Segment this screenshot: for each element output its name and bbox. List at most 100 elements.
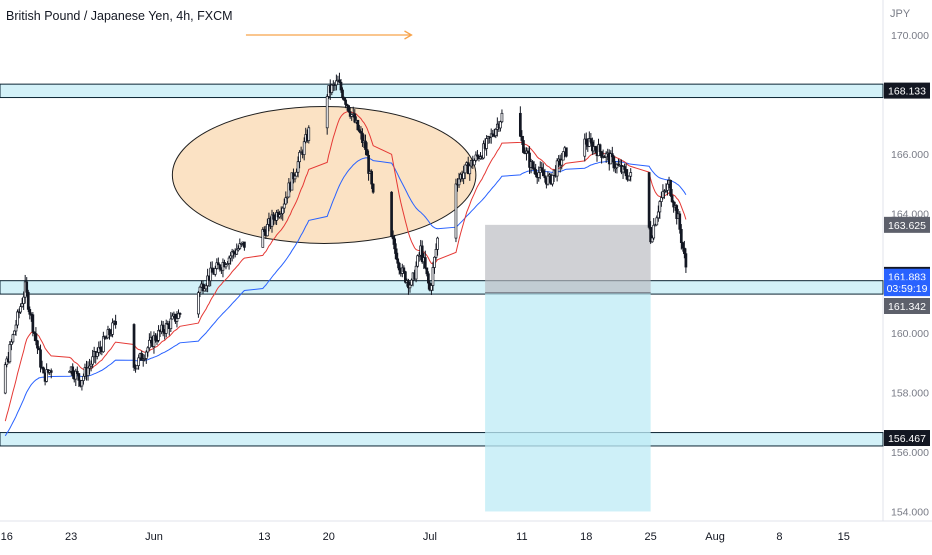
candle-body — [262, 229, 266, 232]
candle-body — [25, 281, 29, 293]
candle-body — [522, 140, 525, 153]
candle-body — [430, 285, 433, 291]
candle-body — [410, 279, 413, 286]
candle-body — [239, 243, 243, 245]
candle-body — [485, 138, 488, 149]
stop-loss-box[interactable] — [485, 224, 651, 293]
candle-body — [103, 336, 107, 339]
candle-body — [279, 213, 283, 216]
x-tick-label: 8 — [776, 531, 782, 543]
candle-body — [272, 214, 275, 220]
candle-body — [407, 280, 410, 289]
candle-body — [617, 163, 620, 166]
candle-body — [236, 248, 240, 251]
candle-body — [463, 164, 467, 174]
candle-body — [26, 291, 30, 310]
candle-body — [330, 84, 334, 93]
arrow-layer[interactable] — [245, 30, 413, 40]
candle-body — [14, 324, 18, 332]
candle-body — [178, 313, 182, 315]
candle-body — [408, 284, 412, 289]
pattern-ellipse[interactable] — [171, 105, 477, 244]
candle-body — [215, 262, 219, 269]
candle-body — [114, 321, 117, 325]
candle-body — [604, 152, 608, 158]
candle-body — [157, 330, 160, 341]
candle-body — [197, 292, 200, 315]
candle-body — [31, 314, 35, 333]
y-tick-label: 154.000 — [891, 506, 929, 518]
candle-body — [664, 189, 668, 192]
pattern-ellipse-layer[interactable] — [171, 105, 477, 244]
price-badge-label: 156.467 — [888, 433, 926, 445]
candle-body — [266, 224, 269, 237]
candle-body — [10, 341, 13, 345]
candle-body — [307, 127, 311, 141]
candle-body — [491, 133, 495, 136]
candle-body — [227, 257, 231, 264]
position-tool[interactable] — [485, 224, 651, 512]
candle-body — [161, 324, 165, 333]
candle-body — [356, 119, 360, 131]
candle-body — [171, 315, 174, 320]
candle-body — [203, 288, 206, 292]
candle-body — [656, 211, 660, 219]
candle-body — [213, 268, 217, 275]
candle-body — [174, 313, 177, 322]
candle-body — [532, 167, 536, 170]
candle-body — [89, 363, 93, 367]
candle-body — [551, 174, 554, 185]
candle-body — [526, 150, 530, 154]
candle-body — [95, 352, 99, 357]
candle-body — [560, 159, 564, 166]
candle-body — [339, 81, 343, 91]
candle-body — [11, 334, 15, 343]
y-tick-label: 158.000 — [891, 387, 929, 399]
candle-body — [669, 180, 672, 196]
candle-body — [80, 380, 84, 387]
zone-upper-resistance[interactable] — [0, 83, 884, 99]
moving-averages — [4, 111, 687, 437]
candle-body — [649, 227, 652, 243]
zone-mid-support[interactable] — [0, 280, 884, 295]
candle-body — [555, 160, 559, 177]
candle-body — [614, 167, 617, 170]
candle-body — [417, 254, 421, 257]
candle-body — [598, 144, 602, 152]
candle-body — [282, 203, 286, 209]
candle-body — [364, 140, 367, 150]
price-axis-unit: JPY — [890, 8, 911, 20]
candle-body — [404, 271, 407, 283]
candle-body — [105, 337, 108, 340]
candle-body — [281, 207, 285, 214]
candle-body — [454, 183, 458, 239]
take-profit-box[interactable] — [485, 292, 651, 512]
support-resistance-zones[interactable] — [0, 83, 884, 447]
candle-body — [684, 253, 688, 268]
candle-body — [624, 169, 628, 177]
candle-body — [36, 340, 39, 349]
price-badges: 168.133163.625161.945161.88303:59:19161.… — [884, 82, 930, 447]
y-tick-label: 166.000 — [891, 149, 929, 161]
candle-body — [347, 105, 350, 112]
price-badge-label: 03:59:19 — [887, 283, 928, 295]
candle-body — [209, 267, 213, 282]
candle-body — [600, 151, 603, 158]
candle-body — [204, 285, 208, 290]
candle-body — [98, 346, 102, 350]
ma-slow-line — [4, 157, 687, 437]
candle-body — [675, 205, 679, 219]
candle-body — [537, 172, 541, 178]
zone-lower-support[interactable] — [0, 432, 884, 447]
candle-body — [365, 149, 369, 156]
price-badge — [884, 216, 930, 233]
trend-arrowhead[interactable] — [404, 30, 413, 40]
candle-body — [3, 364, 7, 394]
x-tick-label: Jun — [145, 531, 163, 543]
candle-body — [77, 373, 81, 381]
y-tick-label: 170.000 — [891, 30, 929, 42]
candle-body — [666, 183, 669, 191]
candle-body — [499, 121, 502, 129]
